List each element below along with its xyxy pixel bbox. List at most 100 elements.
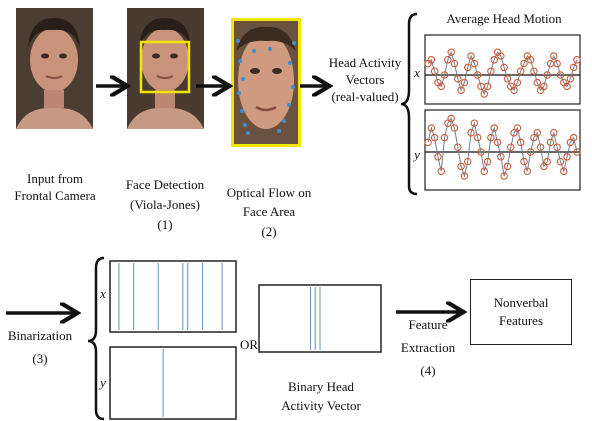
avg-motion-y-point (427, 124, 436, 132)
avg-motion-y-point (523, 167, 532, 175)
avg-motion-y-point (569, 133, 578, 142)
optical-flow-line2: Face Area (242, 204, 296, 219)
avg-motion-y-point (530, 133, 538, 142)
binary-axis-y-label: y (100, 375, 106, 390)
avg-motion-x-point (473, 71, 482, 79)
binary-head-line1: Binary Head (287, 379, 355, 394)
avg-motion-y-point (507, 143, 515, 151)
binarization-step: (3) (32, 351, 48, 366)
avg-motion-y-point (526, 148, 535, 156)
avg-motion-y-point (460, 172, 469, 180)
avg-motion-y-point (560, 167, 568, 175)
avg-motion-x-point (477, 82, 485, 91)
avg-motion-x-point (507, 82, 515, 91)
nonverbal-line1: Nonverbal (493, 295, 549, 310)
avg-motion-x-point (480, 90, 489, 98)
avg-motion-x-point (566, 75, 575, 83)
avg-motion-x-point (444, 56, 452, 64)
avg-motion-y-point (477, 148, 485, 156)
avg-motion-y-point (500, 172, 508, 180)
binary-x-frame (109, 260, 237, 333)
avg-motion-x-point (526, 56, 535, 64)
avg-motion-x-point (450, 59, 459, 68)
avg-motion-x-line (427, 50, 578, 96)
feature-extraction-line1: Feature (408, 317, 448, 332)
detection-box (139, 40, 191, 94)
avg-motion-y-point (533, 129, 542, 137)
avg-motion-y-point (463, 157, 472, 166)
avg-motion-y-point (513, 124, 522, 132)
avg-motion-y-point (430, 133, 439, 142)
avg-motion-y-point (454, 143, 462, 151)
avg-motion-x-point (454, 75, 462, 83)
plot-x-frame (424, 34, 581, 105)
avg-motion-x-point (540, 82, 548, 91)
optical-flow-step: (2) (261, 224, 277, 239)
avg-motion-x-point (543, 71, 551, 79)
avg-motion-y-point (546, 138, 555, 147)
binary-head-activity-caption: Binary Head Activity Vector (266, 378, 376, 414)
avg-motion-y-point (540, 162, 548, 171)
avg-motion-x-point (523, 52, 532, 60)
binarization-label: Binarization (3) (0, 327, 80, 367)
avg-motion-y-point (473, 133, 482, 142)
head-activity-vectors-label: Head Activity Vectors (real-valued) (326, 54, 404, 105)
avg-motion-x-point (434, 78, 442, 87)
feature-extraction-step: (4) (420, 363, 436, 378)
avg-motion-y-point (450, 124, 459, 132)
vectors-line3: (real-valued) (331, 89, 399, 104)
avg-motion-y-point (444, 119, 452, 127)
avg-motion-x-point (457, 86, 465, 94)
avg-motion-x-point (467, 52, 475, 60)
avg-motion-x-point (424, 59, 432, 68)
avg-motion-x-point (553, 59, 561, 68)
avg-motion-x-point (447, 48, 455, 56)
avg-motion-y-point (510, 129, 518, 137)
avg-motion-y-point (516, 138, 525, 147)
average-head-motion-title: Average Head Motion (446, 11, 562, 26)
avg-motion-y-point (573, 148, 581, 156)
avg-motion-y-point (467, 129, 475, 137)
camera-caption: Input from Frontal Camera (8, 170, 102, 204)
plot-y-frame (424, 109, 581, 191)
binary-head-line2: Activity Vector (281, 398, 361, 413)
avg-motion-x-point (493, 48, 502, 56)
avg-motion-x-point (500, 63, 508, 72)
avg-motion-x-point (569, 63, 578, 72)
avg-motion-x-point (427, 56, 436, 64)
avg-motion-y-point (424, 138, 432, 147)
feature-extraction-line2: Extraction (400, 340, 456, 355)
avg-motion-y-point (543, 157, 551, 166)
nonverbal-line2: Features (498, 313, 544, 328)
avg-motion-y-point (434, 153, 442, 161)
avg-motion-x-point (483, 82, 492, 91)
avg-motion-x-point (513, 78, 522, 87)
avg-motion-y-point (520, 157, 528, 166)
avg-motion-x-point (487, 67, 495, 75)
avg-motion-x-point (533, 78, 542, 87)
or-label: OR (239, 337, 259, 352)
avg-motion-x-point (536, 86, 545, 94)
brace-binarization (87, 256, 105, 421)
avg-motion-x-point (440, 71, 449, 79)
avg-motion-x-point (437, 82, 445, 91)
avg-motion-x-point (560, 78, 568, 87)
avg-motion-y-point (483, 157, 492, 166)
avg-motion-y-point (563, 153, 571, 161)
avg-motion-y-point (536, 143, 545, 151)
face-detection-line1: Face Detection (125, 177, 205, 192)
binary-axis-x-label: x (100, 286, 106, 301)
face-detection-image (127, 8, 204, 129)
avg-motion-y-point (440, 133, 449, 142)
avg-motion-x-point (497, 52, 505, 60)
avg-motion-y-point (437, 167, 445, 175)
avg-motion-x-point (556, 71, 565, 79)
avg-motion-x-point (546, 59, 555, 68)
avg-motion-y-point (497, 153, 505, 161)
optical-flow-line1: Optical Flow on (226, 185, 312, 200)
camera-input-image (16, 8, 93, 129)
avg-motion-x-point (573, 56, 581, 64)
feature-extraction-label: Feature Extraction (4) (392, 316, 464, 379)
avg-motion-y-point (480, 167, 489, 175)
avg-motion-y-point (553, 143, 561, 151)
